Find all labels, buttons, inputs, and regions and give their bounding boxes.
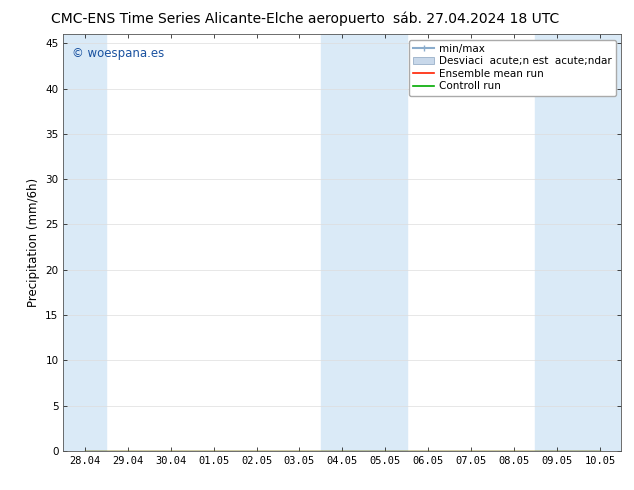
- Text: sáb. 27.04.2024 18 UTC: sáb. 27.04.2024 18 UTC: [393, 12, 559, 26]
- Bar: [63, 34, 107, 451]
- Text: CMC-ENS Time Series Alicante-Elche aeropuerto: CMC-ENS Time Series Alicante-Elche aerop…: [51, 12, 385, 26]
- Text: © woespana.es: © woespana.es: [72, 47, 164, 60]
- Bar: [321, 34, 407, 451]
- Bar: [536, 34, 621, 451]
- Y-axis label: Precipitation (mm/6h): Precipitation (mm/6h): [27, 178, 40, 307]
- Legend: min/max, Desviaci  acute;n est  acute;ndar, Ensemble mean run, Controll run: min/max, Desviaci acute;n est acute;ndar…: [409, 40, 616, 96]
